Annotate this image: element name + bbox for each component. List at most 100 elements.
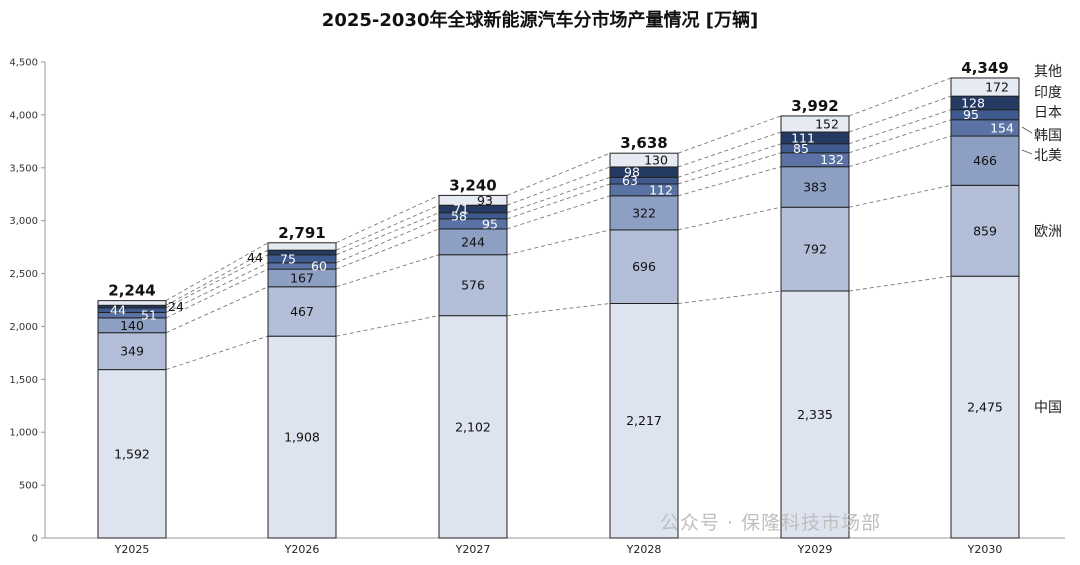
connector-line — [335, 204, 440, 251]
data-label: 51 — [141, 308, 157, 323]
connector-line — [848, 135, 952, 168]
bar-segment — [950, 77, 1020, 97]
data-label: 128 — [961, 95, 985, 110]
data-label: 95 — [963, 107, 979, 122]
bar-segment — [780, 166, 850, 208]
bar-segment — [950, 275, 1020, 539]
connector-line — [848, 95, 952, 133]
data-label: 95 — [482, 216, 498, 231]
data-label: 132 — [820, 152, 844, 167]
data-label: 383 — [803, 179, 827, 194]
legend-label: 欧洲 — [1034, 224, 1062, 240]
watermark: 公众号 · 保隆科技市场部 — [660, 512, 882, 534]
data-label: 467 — [290, 304, 314, 319]
data-label: 244 — [461, 234, 485, 249]
bar-segment — [438, 254, 508, 317]
data-label: 112 — [649, 182, 673, 197]
connector-line — [165, 335, 269, 371]
data-label: 1,592 — [114, 446, 150, 461]
data-label: 1,908 — [284, 430, 320, 445]
data-label: 58 — [451, 208, 467, 223]
connector-line — [677, 166, 782, 197]
y-tick-label: 4,000 — [9, 110, 38, 121]
total-label: 2,791 — [278, 224, 325, 242]
bar-segment — [780, 290, 850, 539]
connector-line — [677, 152, 782, 185]
connector-line — [165, 262, 269, 313]
y-tick-label: 3,500 — [9, 163, 38, 174]
bar-segment — [609, 166, 679, 178]
x-tick-label: Y2029 — [797, 543, 833, 556]
data-label: 167 — [290, 270, 314, 285]
connector-line — [848, 109, 952, 145]
bar-segment — [267, 335, 337, 539]
x-tick-label: Y2028 — [626, 543, 662, 556]
total-label: 4,349 — [961, 59, 1008, 77]
connector-line — [165, 242, 269, 302]
bar-segment — [97, 300, 167, 306]
connector-line — [506, 195, 611, 230]
legend-pointer — [1021, 126, 1033, 134]
connector-line — [506, 166, 611, 206]
connector-line — [677, 143, 782, 178]
data-label: 792 — [803, 242, 827, 257]
total-label: 3,638 — [620, 134, 667, 152]
connector-line — [506, 229, 611, 256]
data-label: 172 — [985, 80, 1009, 95]
data-label: 111 — [791, 130, 815, 145]
connector-line — [677, 115, 782, 154]
data-label: 44 — [110, 303, 126, 318]
x-tick-label: Y2030 — [967, 543, 1003, 556]
bar-segment — [267, 249, 337, 256]
bar-segment — [438, 194, 508, 206]
connector-line — [165, 268, 269, 319]
data-label: 93 — [477, 193, 493, 208]
connector-line — [506, 303, 611, 317]
data-label: 154 — [990, 120, 1014, 135]
connector-line — [335, 194, 440, 244]
data-label: 85 — [793, 141, 809, 156]
bar-segment — [950, 109, 1020, 121]
legend-label: 印度 — [1034, 85, 1062, 101]
total-label: 3,240 — [449, 176, 496, 194]
data-label: 24 — [168, 299, 184, 314]
data-label: 63 — [622, 173, 638, 188]
connector-line — [335, 254, 440, 288]
bar-segment — [438, 315, 508, 539]
connector-line — [848, 77, 952, 117]
connector-line — [165, 254, 269, 309]
connector-line — [335, 228, 440, 270]
connector-line — [165, 286, 269, 334]
data-label: 2,475 — [967, 400, 1003, 415]
legend-label: 韩国 — [1034, 128, 1062, 144]
y-tick-label: 1,000 — [9, 428, 38, 439]
data-label: 152 — [815, 116, 839, 131]
data-label: 696 — [632, 259, 656, 274]
connector-line — [506, 152, 611, 196]
bar-segment — [780, 115, 850, 133]
data-label: 466 — [973, 153, 997, 168]
data-label: 98 — [624, 165, 640, 180]
data-label: 60 — [311, 258, 327, 273]
x-tick-label: Y2025 — [114, 543, 150, 556]
bar-segment — [609, 195, 679, 231]
connector-line — [677, 206, 782, 231]
total-label: 3,992 — [791, 97, 838, 115]
connector-line — [335, 212, 440, 256]
data-label: 859 — [973, 223, 997, 238]
bar-segment — [267, 286, 337, 337]
data-label: 322 — [632, 205, 656, 220]
bar-segment — [950, 184, 1020, 277]
y-tick-label: 1,500 — [9, 375, 38, 386]
data-label: 140 — [120, 318, 144, 333]
bar-segment — [438, 204, 508, 214]
bar-segment — [950, 135, 1020, 186]
bar-segment — [267, 242, 337, 251]
data-label: 2,217 — [626, 413, 662, 428]
y-tick-label: 3,000 — [9, 216, 38, 227]
data-label: 2,102 — [455, 419, 491, 434]
bar-segment — [438, 228, 508, 256]
connector-line — [165, 249, 269, 306]
data-label: 130 — [644, 153, 668, 168]
